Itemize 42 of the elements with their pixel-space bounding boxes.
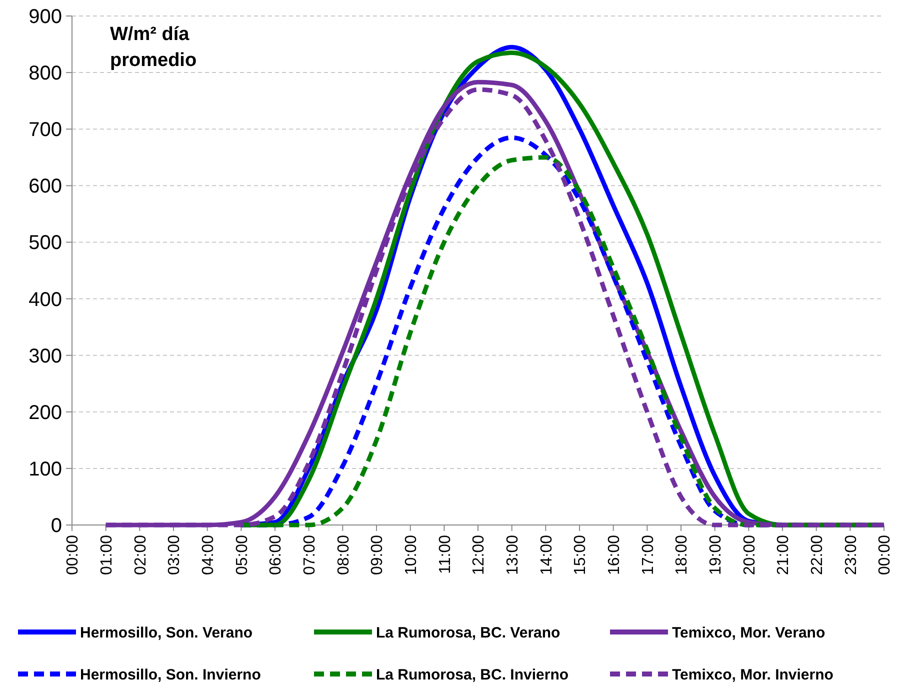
x-tick-label: 07:00: [301, 534, 318, 576]
y-tick-label: 600: [28, 176, 62, 198]
x-tick-label: 17:00: [640, 534, 657, 576]
y-axis-title: W/m² día promedio: [110, 24, 197, 71]
x-tick-label: 20:00: [741, 534, 758, 576]
x-tick-label: 00:00: [876, 534, 894, 576]
x-tick-label: 23:00: [842, 534, 860, 576]
x-tick-label: 22:00: [808, 534, 826, 576]
x-tick-label: 09:00: [369, 534, 386, 576]
legend-label: Hermosillo, Son. Invierno: [80, 666, 261, 684]
x-tick-label: 16:00: [606, 534, 623, 576]
x-tick-label: 14:00: [538, 534, 556, 576]
y-tick-label: 700: [28, 119, 62, 142]
y-tick-label: 0: [50, 515, 62, 537]
x-tick-label: 12:00: [470, 534, 488, 576]
x-tick-label: 05:00: [234, 534, 251, 576]
y-tick-label: 300: [28, 345, 62, 368]
x-tick-label: 02:00: [132, 534, 150, 576]
x-tick-label: 21:00: [775, 534, 792, 576]
x-tick-label: 15:00: [572, 534, 590, 576]
y-tick-label: 800: [28, 62, 62, 85]
y-tick-label: 200: [28, 402, 62, 424]
x-tick-label: 01:00: [98, 534, 116, 576]
legend-label: La Rumorosa, BC. Invierno: [376, 666, 569, 684]
x-tick-label: 13:00: [504, 534, 522, 576]
legend-label: La Rumorosa, BC. Verano: [376, 624, 560, 642]
y-tick-label: 900: [28, 6, 62, 28]
x-tick-label: 18:00: [674, 534, 691, 576]
x-tick-label: 11:00: [436, 534, 454, 574]
legend-label: Temixco, Mor. Invierno: [672, 666, 834, 684]
legend-label: Hermosillo, Son. Verano: [80, 624, 253, 642]
x-tick-label: 08:00: [335, 534, 352, 576]
x-tick-label: 03:00: [166, 534, 184, 576]
y-tick-label: 400: [28, 288, 62, 311]
x-tick-label: 10:00: [402, 534, 420, 576]
x-tick-label: 19:00: [707, 534, 724, 576]
y-tick-label: 500: [28, 232, 62, 254]
x-tick-label: 04:00: [200, 534, 217, 576]
x-tick-label: 00:00: [64, 534, 82, 576]
x-tick-label: 06:00: [268, 534, 285, 576]
legend-label: Temixco, Mor. Verano: [672, 624, 826, 642]
y-tick-label: 100: [28, 458, 62, 480]
